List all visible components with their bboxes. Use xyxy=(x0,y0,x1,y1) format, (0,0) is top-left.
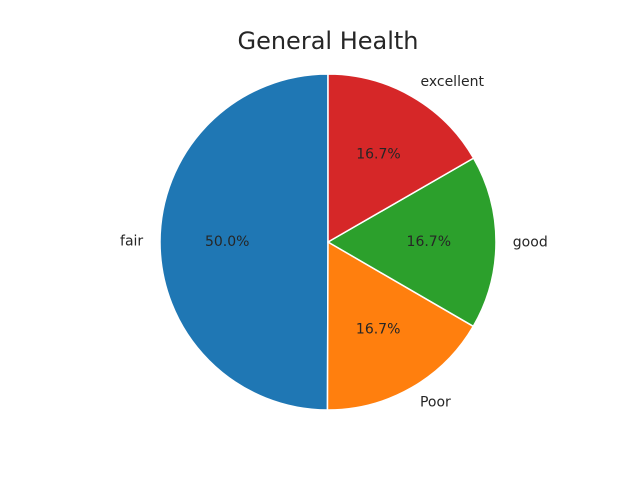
slice-pct-excellent: 16.7% xyxy=(356,147,400,163)
slice-label-fair: fair xyxy=(120,234,143,250)
pie-slice-excellent xyxy=(327,73,475,243)
slice-label-poor: Poor xyxy=(420,394,451,410)
slice-label-good: good xyxy=(513,234,548,250)
slice-label-excellent: excellent xyxy=(420,74,484,90)
pie-slice-fair xyxy=(159,73,329,411)
slice-pct-poor: 16.7% xyxy=(356,321,400,337)
pie-slice-good xyxy=(327,157,497,328)
chart-title: General Health xyxy=(237,27,418,55)
pie-slice-poor xyxy=(326,241,475,411)
pie-slices xyxy=(159,73,497,411)
pie-labels: fair 50.0% Poor 16.7% good 16.7% excellent 16.7… xyxy=(120,74,548,410)
slice-pct-fair: 50.0% xyxy=(205,234,249,250)
slice-pct-good: 16.7% xyxy=(407,234,451,250)
